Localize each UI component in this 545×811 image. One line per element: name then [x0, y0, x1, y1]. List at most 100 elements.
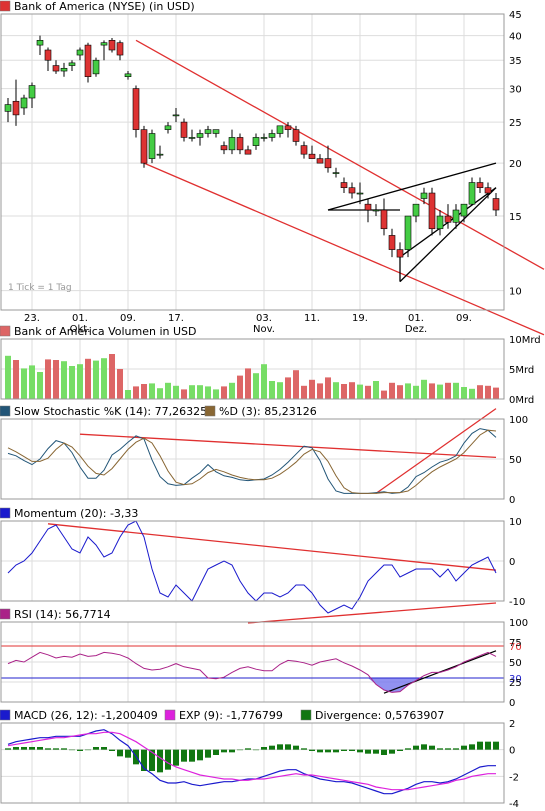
- macd-y-tick-0: -4: [509, 799, 519, 810]
- volume-bar-12: [101, 358, 107, 399]
- volume-bar-43: [349, 382, 355, 399]
- candle-body-29: [236, 137, 244, 151]
- volume-bar-5: [45, 359, 51, 399]
- volume-bar-3: [29, 365, 35, 399]
- candle-body-52: [420, 192, 428, 199]
- divergence-bar-35: [285, 744, 291, 750]
- price-trendline-1: [143, 162, 545, 336]
- candle-body-55: [444, 215, 452, 223]
- volume-bar-37: [301, 385, 307, 399]
- volume-bar-22: [181, 389, 187, 399]
- stoch-line-1: [7, 429, 497, 494]
- rsi-legend-swatch: [0, 608, 11, 620]
- divergence-bar-25: [205, 749, 211, 758]
- candle-body-21: [172, 114, 180, 117]
- candle-body-6: [52, 65, 60, 72]
- momentum-line-0: [7, 520, 497, 614]
- macd-y-tick-3: 2: [509, 719, 515, 730]
- candle-body-24: [196, 133, 204, 138]
- volume-y-tick-2: 10Mrd: [509, 335, 541, 346]
- rsi-title: RSI (14): 56,7714: [14, 608, 111, 621]
- volume-bar-44: [357, 384, 363, 399]
- divergence-bar-7: [61, 748, 67, 750]
- divergence-bar-52: [421, 744, 427, 750]
- candle-body-14: [116, 42, 124, 56]
- candle-body-43: [348, 187, 356, 194]
- candle-body-42: [340, 182, 348, 189]
- price-x-tick-8: 09.: [456, 313, 472, 324]
- divergence-bar-59: [477, 741, 483, 750]
- volume-bar-17: [141, 384, 147, 399]
- volume-bar-40: [325, 377, 331, 399]
- divergence-bar-48: [389, 749, 395, 754]
- divergence-bar-2: [21, 747, 27, 750]
- momentum-title: Momentum (20): -3,33: [14, 507, 138, 520]
- volume-bar-58: [469, 388, 475, 399]
- volume-bars: [5, 354, 499, 399]
- candle-body-18: [148, 133, 156, 159]
- volume-bar-47: [381, 390, 387, 399]
- price-x-tick-7: 01.: [408, 313, 424, 324]
- divergence-bar-37: [301, 748, 307, 750]
- volume-bar-27: [221, 386, 227, 399]
- candle-body-58: [468, 182, 476, 205]
- volume-bar-19: [157, 388, 163, 399]
- divergence-bar-53: [429, 745, 435, 750]
- divergence-bar-3: [29, 747, 35, 750]
- volume-bar-15: [125, 390, 131, 399]
- stochastic-series: [7, 428, 497, 494]
- rsi-grid: [1, 621, 504, 703]
- stoch-y-tick-0: 0: [509, 495, 515, 506]
- volume-bar-24: [197, 385, 203, 399]
- divergence-bar-11: [93, 747, 99, 750]
- divergence-bar-6: [53, 748, 59, 750]
- momentum-y-ticks: -10 0 10: [509, 517, 525, 608]
- divergence-bar-46: [373, 749, 379, 754]
- macd-frame: [0, 722, 505, 804]
- rsi-y-tick-25: 25: [509, 678, 522, 689]
- volume-bar-55: [445, 382, 451, 399]
- momentum-series: [7, 520, 497, 614]
- volume-bar-9: [77, 364, 83, 399]
- rsi-series: [7, 651, 497, 693]
- divergence-bar-30: [245, 748, 251, 750]
- divergence-bar-0: [5, 748, 11, 750]
- candle-body-37: [300, 145, 308, 155]
- candle-body-12: [100, 42, 108, 46]
- divergence-bar-47: [381, 749, 387, 755]
- volume-grid: [1, 338, 504, 400]
- price-frame: [0, 13, 505, 311]
- rsi-line-0: [7, 651, 497, 693]
- divergence-bar-17: [141, 749, 147, 771]
- stochastic-y-ticks: 0 50 100: [509, 415, 528, 506]
- price-y-tick-25: 25: [509, 118, 522, 129]
- divergence-bar-45: [365, 749, 371, 754]
- candle-body-15: [124, 73, 132, 78]
- volume-bar-23: [189, 385, 195, 399]
- price-x-month-7: Dez.: [405, 324, 427, 335]
- candle-body-47: [380, 209, 388, 230]
- volume-bar-1: [13, 360, 19, 399]
- volume-bar-2: [21, 368, 27, 399]
- candle-body-40: [324, 158, 332, 169]
- macd-line-0: [7, 729, 496, 795]
- volume-bar-6: [53, 360, 59, 399]
- volume-bar-8: [69, 366, 75, 399]
- divergence-bar-24: [197, 749, 203, 761]
- divergence-bar-38: [309, 749, 315, 751]
- volume-bar-20: [165, 382, 171, 399]
- candle-body-56: [452, 209, 460, 223]
- price-legend-swatch: [0, 0, 11, 12]
- divergence-bar-57: [461, 745, 467, 750]
- price-trendline-0: [135, 39, 545, 270]
- exp-legend-swatch: [164, 709, 176, 721]
- volume-title: Bank of America Volumen in USD: [14, 325, 197, 338]
- candle-body-53: [428, 192, 436, 230]
- stoch-d-legend-swatch: [204, 405, 216, 417]
- candle-body-31: [252, 137, 260, 146]
- rsi-ref-label-70: 70: [509, 642, 522, 653]
- stochastic-frame: [0, 418, 505, 500]
- rsi-panel: RSI (14): 56,7714 70 30 0 25 50 75 100: [0, 608, 528, 709]
- candle-body-50: [404, 215, 412, 250]
- price-x-tick-6: 19.: [352, 313, 368, 324]
